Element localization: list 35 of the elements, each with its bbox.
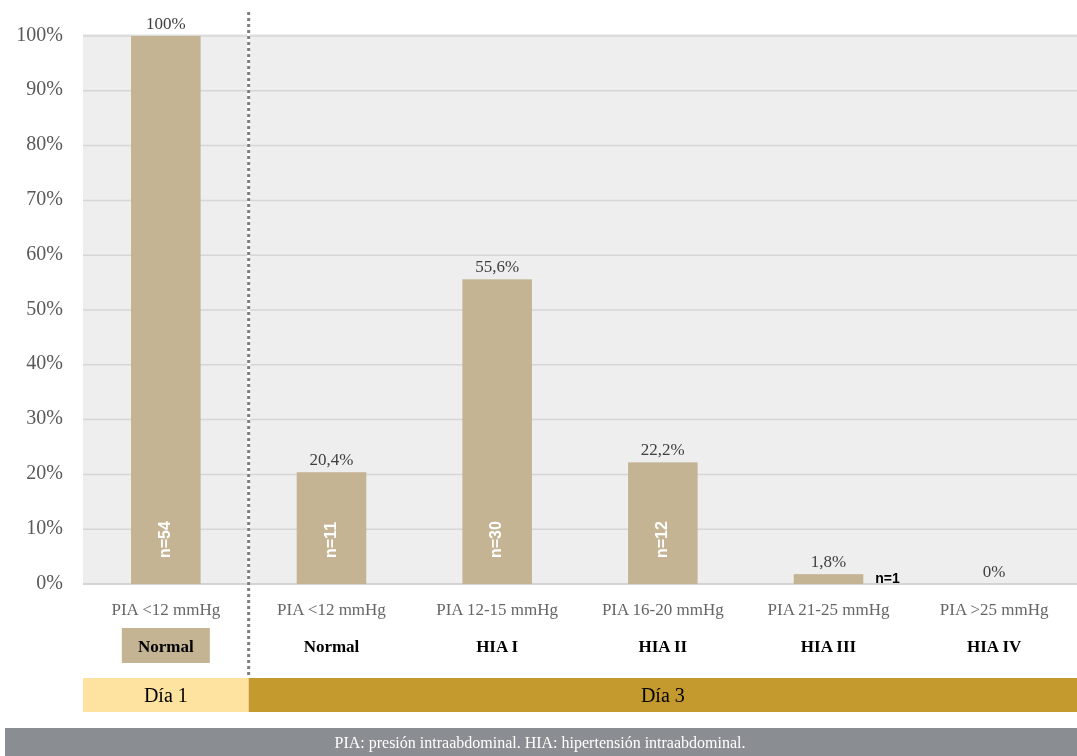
y-tick-label: 10%	[26, 515, 63, 538]
text: PIA: presión intraabdominal. HIA: hipertensión intraabdominal.	[334, 734, 746, 752]
bar	[793, 574, 864, 584]
x-axis-title: Día 1	[143, 684, 188, 706]
annotation: n=11	[321, 521, 339, 558]
annotation: n=12	[653, 520, 671, 558]
data-label: 55,6%	[475, 257, 520, 277]
data-label: 0%	[982, 562, 1006, 581]
y-tick-label: 20%	[26, 460, 63, 483]
bar	[628, 462, 698, 584]
annotation: n=30	[487, 520, 505, 558]
data-label: 100%	[146, 14, 186, 33]
x-tick-label: PIA <12 mmHg Normal	[277, 600, 387, 656]
x-tick-label: PIA 16-20 mmHg HIA II	[601, 600, 725, 656]
y-tick-label: 100%	[16, 22, 63, 45]
y-tick-label: 0%	[36, 570, 63, 593]
y-tick-label: 50%	[26, 296, 63, 319]
y-tick-label: 90%	[26, 77, 63, 100]
x-axis-title: Día 3	[640, 684, 685, 706]
data-label: 22,2%	[640, 440, 685, 460]
data-label: 20,4%	[309, 450, 354, 470]
y-tick-label: 40%	[26, 351, 63, 374]
data-label: 1,8%	[810, 552, 847, 572]
y-tick-label: 70%	[26, 186, 63, 209]
x-tick-label: PIA >25 mmHg HIA IV	[939, 600, 1050, 656]
bar	[296, 472, 367, 584]
annotation: n=1	[875, 570, 901, 586]
bar	[462, 279, 532, 584]
annotation: n=54	[156, 520, 174, 558]
y-tick-label: 60%	[26, 241, 63, 264]
x-tick-label: PIA <12 mmHg Normal	[111, 600, 221, 656]
x-tick-label: PIA 12-15 mmHg HIA I	[436, 600, 559, 656]
x-tick-label: PIA 21-25 mmHg HIA III	[767, 600, 890, 656]
y-tick-label: 30%	[26, 406, 63, 429]
y-tick-label: 80%	[26, 132, 63, 155]
